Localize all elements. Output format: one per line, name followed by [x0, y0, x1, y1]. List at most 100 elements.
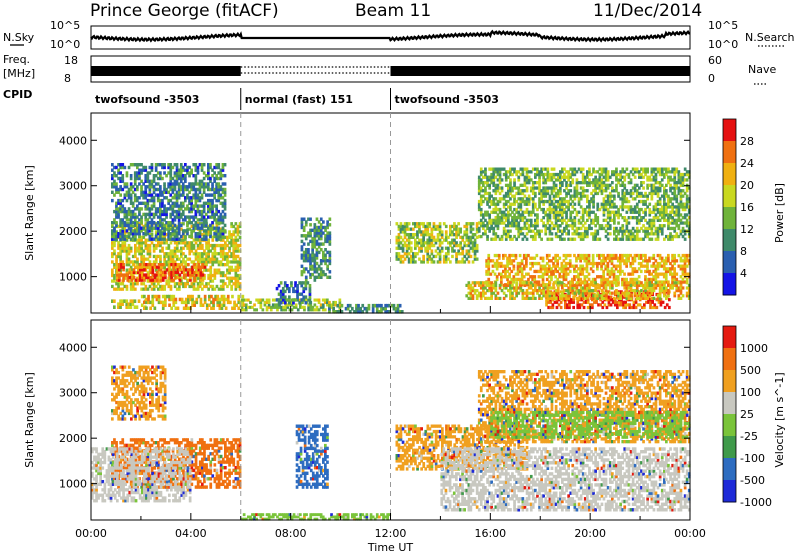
power-echo-cell: [577, 218, 581, 222]
power-echo-cell: [209, 198, 212, 203]
power-echo-cell: [581, 172, 585, 177]
power-echo-cell: [226, 235, 229, 239]
power-echo-cell: [432, 224, 436, 229]
power-echo-cell: [177, 209, 181, 214]
power-echo-cell: [625, 205, 629, 209]
power-echo-cell: [610, 253, 614, 258]
power-echo-cell: [159, 215, 162, 219]
power-echo-cell: [579, 197, 583, 201]
power-echo-cell: [581, 232, 585, 236]
power-echo-cell: [608, 199, 612, 204]
power-echo-cell: [579, 267, 582, 271]
power-echo-cell: [525, 218, 529, 222]
power-echo-cell: [550, 210, 554, 214]
power-echo-cell: [596, 178, 600, 182]
power-echo-cell: [154, 257, 158, 261]
power-echo-cell: [646, 175, 649, 179]
power-echo-cell: [125, 284, 129, 289]
power-echo-cell: [507, 175, 510, 179]
power-echo-cell: [184, 243, 187, 248]
power-echo-cell: [133, 163, 137, 167]
power-echo-cell: [567, 202, 570, 206]
power-echo-cell: [323, 308, 327, 312]
power-echo-cell: [175, 234, 179, 239]
power-echo-cell: [594, 234, 597, 239]
power-echo-cell: [600, 267, 603, 271]
power-echo-cell: [163, 287, 166, 291]
power-echo-cell: [208, 294, 211, 299]
power-echo-cell: [175, 237, 179, 241]
power-echo-cell: [679, 232, 683, 236]
power-echo-cell: [199, 268, 203, 272]
power-echo-cell: [215, 243, 219, 248]
power-echo-cell: [577, 197, 581, 201]
power-echo-cell: [613, 205, 616, 209]
power-echo-cell: [554, 183, 558, 187]
power-echo-cell: [457, 233, 460, 237]
power-echo-cell: [556, 175, 560, 179]
power-echo-cell: [498, 191, 502, 196]
power-echo-cell: [495, 259, 499, 263]
power-echo-cell: [444, 233, 448, 237]
power-echo-cell: [275, 298, 279, 302]
power-echo-cell: [516, 277, 520, 282]
power-echo-cell: [161, 263, 165, 267]
power-echo-cell: [513, 216, 516, 220]
power-echo-cell: [193, 300, 196, 305]
power-echo-cell: [308, 295, 312, 299]
power-echo-cell: [556, 229, 560, 233]
power-echo-cell: [188, 196, 191, 200]
power-echo-cell: [498, 237, 502, 241]
power-echo-cell: [522, 256, 526, 260]
power-echo-cell: [163, 232, 166, 236]
power-echo-cell: [111, 268, 114, 272]
power-echo-cell: [635, 221, 639, 225]
power-echo-cell: [675, 218, 679, 222]
power-echo-cell: [554, 191, 558, 196]
power-echo-cell: [405, 252, 409, 256]
power-echo-cell: [438, 227, 442, 231]
power-echo-cell: [386, 303, 389, 308]
power-echo-cell: [131, 204, 135, 208]
power-echo-cell: [416, 241, 419, 245]
power-echo-cell: [117, 284, 120, 289]
power-echo-cell: [238, 224, 242, 229]
power-echo-cell: [152, 287, 156, 291]
power-echo-cell: [548, 213, 552, 217]
power-echo-cell: [592, 167, 595, 171]
power-echo-cell: [148, 226, 152, 230]
power-echo-cell: [180, 300, 184, 305]
power-echo-cell: [438, 249, 442, 253]
power-echo-cell: [117, 171, 120, 175]
power-echo-cell: [667, 205, 670, 209]
power-echo-cell: [181, 229, 185, 233]
power-echo-cell: [571, 170, 575, 174]
power-echo-cell: [121, 302, 124, 306]
power-echo-cell: [488, 175, 491, 179]
power-echo-cell: [234, 260, 238, 264]
power-echo-cell: [514, 277, 518, 282]
power-echo-cell: [328, 270, 332, 274]
power-echo-cell: [384, 306, 387, 311]
power-echo-cell: [432, 235, 436, 239]
power-echo-cell: [669, 178, 672, 182]
power-echo-cell: [409, 260, 413, 264]
power-echo-cell: [319, 225, 323, 230]
power-echo-cell: [317, 228, 321, 232]
power-echo-cell: [277, 292, 281, 296]
power-echo-cell: [315, 250, 319, 255]
power-echo-cell: [163, 229, 166, 233]
power-echo-cell: [440, 241, 444, 245]
power-echo-cell: [211, 198, 214, 203]
power-echo-cell: [675, 210, 679, 214]
power-echo-cell: [596, 181, 600, 185]
power-echo-cell: [604, 170, 608, 174]
power-echo-cell: [113, 273, 116, 278]
power-echo-cell: [587, 253, 591, 258]
power-echo-cell: [127, 246, 131, 250]
power-echo-cell: [554, 224, 558, 228]
power-echo-cell: [621, 189, 625, 193]
power-echo-cell: [579, 226, 583, 231]
power-echo-cell: [598, 167, 602, 171]
power-echo-cell: [236, 233, 240, 237]
